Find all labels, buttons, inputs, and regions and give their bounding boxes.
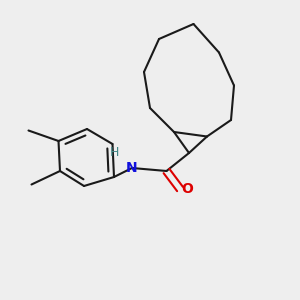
Text: H: H (109, 146, 119, 160)
Text: O: O (182, 182, 194, 196)
Text: N: N (126, 161, 138, 175)
